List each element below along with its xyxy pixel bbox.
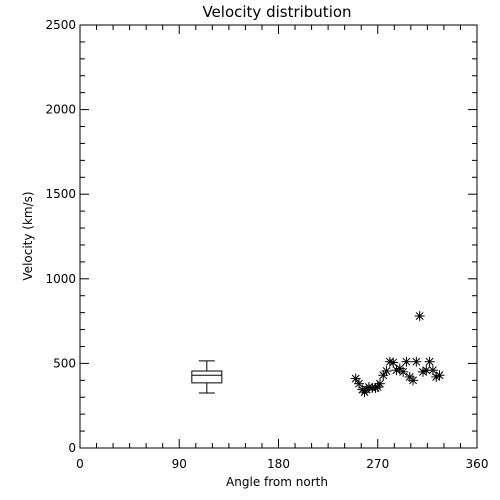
x-axis-ticks: 0 90 180 270 360 [76,25,488,471]
y-tick-label: 2500 [45,18,76,32]
y-tick-label: 2000 [45,103,76,117]
data-point [374,378,385,389]
x-axis-label: Angle from north [226,475,328,489]
x-tick-label: 180 [267,457,290,471]
data-point [388,357,399,368]
data-point [434,370,445,381]
x-tick-label: 270 [366,457,389,471]
y-axis-label: Velocity (km/s) [21,191,35,280]
data-point [424,356,435,367]
x-tick-label: 360 [466,457,489,471]
y-axis-ticks: 0 500 1000 1500 2000 2500 [45,18,477,455]
x-tick-label: 0 [76,457,84,471]
data-point [354,378,365,389]
data-points [350,311,445,398]
boxplot-box [191,370,223,384]
y-tick-label: 1000 [45,272,76,286]
y-tick-label: 1500 [45,187,76,201]
data-point [398,366,409,377]
y-tick-label: 500 [53,356,76,370]
data-point [381,366,392,377]
chart-title: Velocity distribution [202,3,351,21]
data-point [408,375,419,386]
x-tick-label: 90 [172,457,187,471]
y-tick-label: 0 [68,441,76,455]
boxplot [191,360,223,394]
data-point [401,356,412,367]
data-point [350,373,361,384]
data-point [411,356,422,367]
data-point [414,311,425,322]
plot-frame [79,24,478,449]
